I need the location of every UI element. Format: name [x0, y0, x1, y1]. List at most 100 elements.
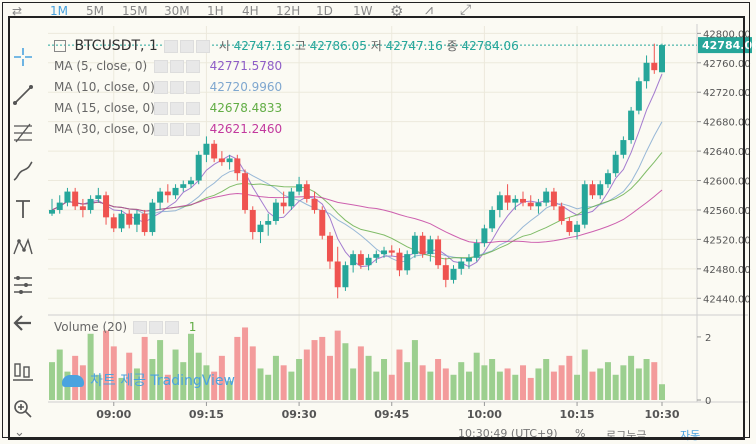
prediction-tool-icon[interactable] [10, 272, 36, 298]
candle-body [597, 184, 604, 196]
brush-icon[interactable] [10, 158, 36, 184]
volume-bar [141, 336, 148, 400]
volume-bar [56, 349, 63, 400]
ma5-close-button[interactable] [185, 60, 200, 73]
volume-bar [373, 371, 380, 400]
symbol-close-button[interactable] [196, 39, 211, 53]
interval-1d[interactable]: 1D [316, 4, 333, 18]
volume-bar [303, 349, 310, 400]
fib-tool-icon[interactable] [10, 120, 36, 146]
indicators-icon[interactable]: ⩘ [425, 2, 433, 18]
candle-body [311, 198, 318, 210]
ma15-visibility-button[interactable] [153, 102, 168, 115]
symbol-settings-button[interactable] [180, 39, 195, 53]
open-value: 42747.16 [233, 39, 291, 53]
measure-tool-icon[interactable] [10, 358, 36, 384]
percent-toggle[interactable]: % [575, 427, 586, 440]
ma30-close-button[interactable] [185, 123, 200, 136]
interval-1m[interactable]: 1M [50, 4, 68, 18]
legend-collapse-icon[interactable] [54, 40, 66, 52]
interval-12h[interactable]: 12H [276, 4, 301, 18]
pattern-tool-icon[interactable] [10, 234, 36, 260]
ma30-visibility-button[interactable] [153, 123, 168, 136]
volume-bar [187, 333, 194, 400]
volume-bar [581, 349, 588, 400]
candle-body [187, 180, 194, 185]
ma30-settings-button[interactable] [169, 123, 184, 136]
volume-visibility-button[interactable] [132, 321, 147, 334]
top-toolbar: ⇄ 1M 5M 15M 30M 1H 4H 12H 1D 1W ⚙ ⩘ ⤢ [0, 0, 756, 24]
ma10-settings-button[interactable] [169, 81, 184, 94]
time-tick-label: 10:00 [467, 408, 502, 421]
candle-body [110, 217, 117, 229]
candle-body [651, 62, 658, 71]
ma10-legend: MA (10, close, 0) 42720.9960 [54, 80, 282, 94]
time-tick-label: 10:15 [560, 408, 595, 421]
candle-body [628, 110, 635, 141]
candle-body [604, 173, 611, 185]
interval-15m[interactable]: 15M [122, 4, 148, 18]
volume-bar [473, 352, 480, 400]
interval-4h[interactable]: 4H [242, 4, 259, 18]
candle-body [373, 254, 380, 258]
open-label: 시 [218, 39, 230, 53]
crosshair-icon[interactable] [10, 44, 36, 70]
auto-scale-toggle[interactable]: 자동 [680, 429, 701, 442]
chart-type-icon[interactable]: ⇄ [12, 4, 23, 18]
candle-body [103, 195, 110, 218]
ma15-settings-button[interactable] [169, 102, 184, 115]
candle-body [419, 235, 426, 255]
candle-body [218, 158, 225, 163]
symbol-visibility-button[interactable] [164, 39, 179, 53]
candle-body [442, 265, 449, 280]
volume-bar [458, 362, 465, 400]
volume-bar [242, 327, 249, 400]
volume-bar [411, 340, 418, 400]
fullscreen-icon[interactable]: ⤢ [460, 2, 472, 18]
volume-bar [604, 362, 611, 400]
settings-gear-icon[interactable]: ⚙ [390, 2, 404, 20]
volume-bar [226, 381, 233, 400]
interval-30m[interactable]: 30M [164, 4, 190, 18]
drawing-toolbar [0, 36, 46, 444]
candle-body [126, 213, 133, 225]
time-tick-label: 09:15 [189, 408, 224, 421]
candle-body [643, 62, 650, 82]
current-price-label: 42784.06 [702, 39, 756, 52]
ma5-visibility-button[interactable] [153, 60, 168, 73]
back-arrow-icon[interactable] [10, 310, 36, 336]
candle-body [365, 257, 372, 266]
candle-body [326, 235, 333, 262]
volume-settings-button[interactable] [148, 321, 163, 334]
volume-bar [311, 340, 318, 400]
text-tool-icon[interactable] [10, 196, 36, 222]
ma5-settings-button[interactable] [169, 60, 184, 73]
volume-bar [643, 359, 650, 400]
candle-body [404, 254, 411, 271]
log-scale-toggle[interactable]: 로그눈금 [606, 429, 647, 442]
tradingview-watermark[interactable]: 차트 제공 TradingView [62, 370, 235, 390]
trend-line-icon[interactable] [10, 82, 36, 108]
candle-body [520, 198, 527, 203]
volume-bar [527, 377, 534, 400]
volume-bar [334, 330, 341, 400]
zoom-icon[interactable] [10, 396, 36, 422]
interval-1h[interactable]: 1H [207, 4, 224, 18]
candle-body [566, 221, 573, 233]
volume-bar [465, 371, 472, 400]
candle-body [79, 206, 86, 210]
interval-5m[interactable]: 5M [86, 4, 104, 18]
cloud-logo-icon [62, 375, 84, 387]
volume-bar [172, 349, 179, 400]
ma15-close-button[interactable] [185, 102, 200, 115]
ma10-close-button[interactable] [185, 81, 200, 94]
volume-close-button[interactable] [164, 321, 179, 334]
volume-bar [211, 371, 218, 400]
volume-bar [126, 352, 133, 400]
interval-1w[interactable]: 1W [353, 4, 373, 18]
status-time: 10:30:49 (UTC+9) [458, 427, 558, 440]
collapse-chevron-icon[interactable]: ⌄ [14, 425, 25, 440]
volume-bar [265, 374, 272, 400]
ma10-visibility-button[interactable] [153, 81, 168, 94]
